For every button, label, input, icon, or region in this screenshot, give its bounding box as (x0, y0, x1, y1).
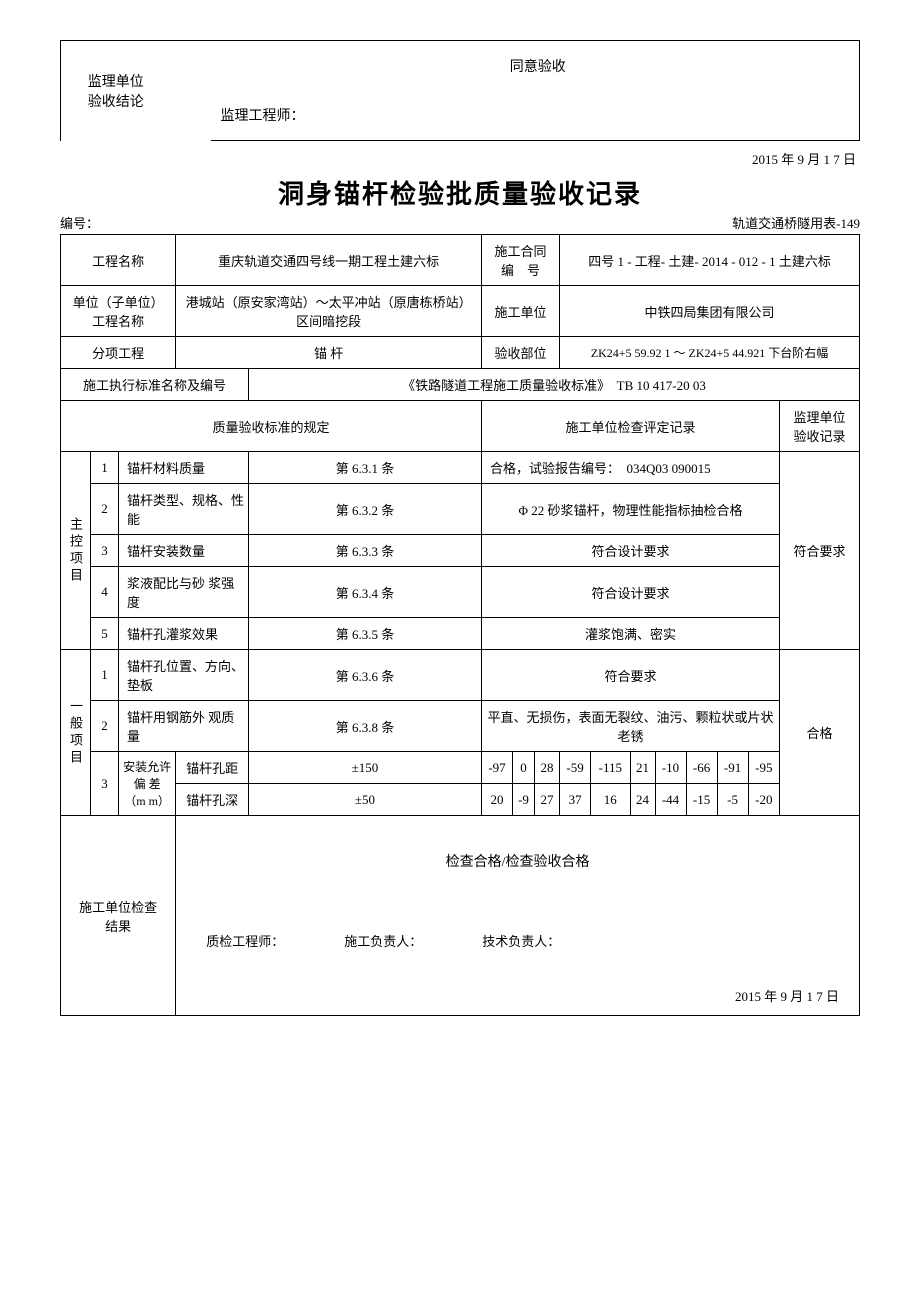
mc-record-1: 合格，试验报告编号： 034Q03 090015 (481, 452, 779, 484)
dev1-v6: -44 (655, 784, 686, 816)
dev0-v1: 0 (513, 752, 535, 784)
dev-tol-0: ±150 (249, 752, 482, 784)
top-approval-content: 同意验收 (211, 41, 860, 91)
top-approval-label: 监理单位 验收结论 (61, 41, 171, 141)
dev0-v2: 28 (535, 752, 560, 784)
dev1-v4: 16 (591, 784, 630, 816)
dev0-v9: -95 (748, 752, 779, 784)
footer-qc-engineer: 质检工程师： (206, 931, 284, 950)
mc-idx-2: 2 (91, 484, 119, 535)
gen-clause-2: 第 6.3.8 条 (249, 701, 482, 752)
mc-name-3: 锚杆安装数量 (119, 535, 249, 567)
standard-value: 《铁路隧道工程施工质量验收标准》 TB 10 417-20 03 (249, 369, 860, 401)
gen-name-1: 锚杆孔位置、方向、垫板 (119, 650, 249, 701)
gen-conclusion: 合格 (780, 650, 860, 816)
mc-name-1: 锚杆材料质量 (119, 452, 249, 484)
col-supervisor-record: 监理单位 验收记录 (780, 401, 860, 452)
mc-idx-3: 3 (91, 535, 119, 567)
unit-project: 港城站（原安家湾站）～太平冲站（原唐栋桥站）区间暗挖段 (176, 286, 482, 337)
gen-clause-1: 第 6.3.6 条 (249, 650, 482, 701)
col-contractor-record: 施工单位检查评定记录 (481, 401, 779, 452)
dev0-v3: -59 (560, 752, 591, 784)
contractor: 中铁四局集团有限公司 (560, 286, 860, 337)
gen-record-1: 符合要求 (481, 650, 779, 701)
mc-conclusion: 符合要求 (780, 452, 860, 650)
main-table: 工程名称 重庆轨道交通四号线一期工程土建六标 施工合同 编 号 四号 1 - 工… (60, 234, 860, 1016)
part: ZK24+5 59.92 1 ～ ZK24+5 44.921 下台阶右幅 (560, 337, 860, 369)
footer-result: 检查合格/检查验收合格 (186, 851, 849, 871)
deviation-group-name: 安装允许偏 差（m m） (119, 752, 176, 816)
col-criteria: 质量验收标准的规定 (61, 401, 482, 452)
gen-record-2: 平直、无损伤，表面无裂纹、油污、颗粒状或片状老锈 (481, 701, 779, 752)
gen-idx-2: 2 (91, 701, 119, 752)
top-approval-spacer (171, 41, 211, 141)
gen-idx-1: 1 (91, 650, 119, 701)
dev-tol-1: ±50 (249, 784, 482, 816)
sub-item: 锚 杆 (176, 337, 482, 369)
project-name: 重庆轨道交通四号线一期工程土建六标 (176, 235, 482, 286)
dev0-v8: -91 (717, 752, 748, 784)
gen-name-2: 锚杆用钢筋外 观质量 (119, 701, 249, 752)
main-control-group: 主控项目 (61, 452, 91, 650)
footer-signature-block: 检查合格/检查验收合格 质检工程师： 施工负责人： 技术负责人： 2015 年 … (176, 816, 860, 1016)
unit-project-label: 单位（子单位） 工程名称 (61, 286, 176, 337)
dev1-v5: 24 (630, 784, 655, 816)
mc-idx-4: 4 (91, 567, 119, 618)
sub-item-label: 分项工程 (61, 337, 176, 369)
dev1-v2: 27 (535, 784, 560, 816)
mc-name-2: 锚杆类型、规格、性能 (119, 484, 249, 535)
mc-record-4: 符合设计要求 (481, 567, 779, 618)
part-label: 验收部位 (481, 337, 559, 369)
dev0-v7: -66 (686, 752, 717, 784)
mc-clause-1: 第 6.3.1 条 (249, 452, 482, 484)
contract-no-label: 施工合同 编 号 (481, 235, 559, 286)
top-approval-date: 2015 年 9 月 1 7 日 (60, 149, 860, 168)
dev1-v9: -20 (748, 784, 779, 816)
contractor-label: 施工单位 (481, 286, 559, 337)
serial-label: 编号： (60, 213, 99, 232)
top-approval-table: 监理单位 验收结论 同意验收 监理工程师： (60, 40, 860, 141)
mc-clause-4: 第 6.3.4 条 (249, 567, 482, 618)
form-code: 轨道交通桥隧用表-149 (732, 213, 860, 232)
footer-label: 施工单位检查 结果 (61, 816, 176, 1016)
dev1-v7: -15 (686, 784, 717, 816)
mc-clause-2: 第 6.3.2 条 (249, 484, 482, 535)
standard-label: 施工执行标准名称及编号 (61, 369, 249, 401)
mc-name-5: 锚杆孔灌浆效果 (119, 618, 249, 650)
footer-tech-lead: 技术负责人： (482, 931, 560, 950)
general-group: 一般项目 (61, 650, 91, 816)
dev0-v0: -97 (481, 752, 512, 784)
mc-name-4: 浆液配比与砂 浆强度 (119, 567, 249, 618)
gen-idx-3: 3 (91, 752, 119, 816)
mc-idx-5: 5 (91, 618, 119, 650)
dev1-v0: 20 (481, 784, 512, 816)
mc-record-5: 灌浆饱满、密实 (481, 618, 779, 650)
dev0-v4: -115 (591, 752, 630, 784)
project-name-label: 工程名称 (61, 235, 176, 286)
dev-sub-0: 锚杆孔距 (176, 752, 249, 784)
top-approval-engineer: 监理工程师： (211, 91, 860, 141)
dev1-v1: -9 (513, 784, 535, 816)
document-title: 洞身锚杆检验批质量验收记录 (60, 174, 860, 211)
dev1-v8: -5 (717, 784, 748, 816)
dev0-v5: 21 (630, 752, 655, 784)
mc-record-3: 符合设计要求 (481, 535, 779, 567)
mc-record-2: Φ 22 砂浆锚杆，物理性能指标抽检合格 (481, 484, 779, 535)
mc-clause-5: 第 6.3.5 条 (249, 618, 482, 650)
dev1-v3: 37 (560, 784, 591, 816)
contract-no: 四号 1 - 工程- 土建- 2014 - 012 - 1 土建六标 (560, 235, 860, 286)
dev0-v6: -10 (655, 752, 686, 784)
footer-date: 2015 年 9 月 1 7 日 (735, 986, 839, 1005)
mc-clause-3: 第 6.3.3 条 (249, 535, 482, 567)
dev-sub-1: 锚杆孔深 (176, 784, 249, 816)
mc-idx-1: 1 (91, 452, 119, 484)
footer-construction-lead: 施工负责人： (344, 931, 422, 950)
